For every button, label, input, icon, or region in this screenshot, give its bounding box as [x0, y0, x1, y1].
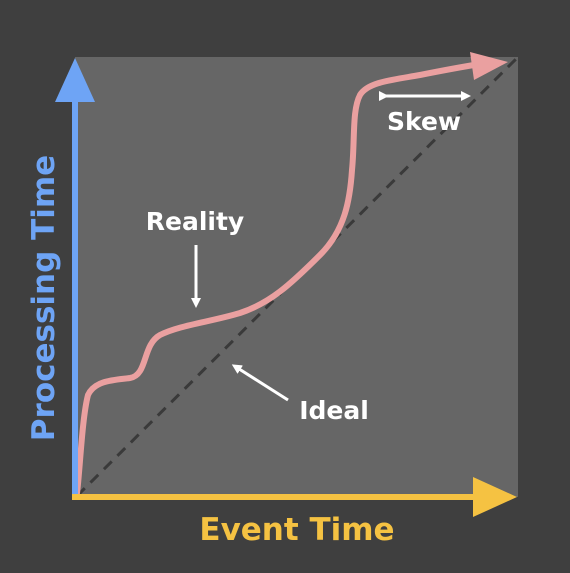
- y-axis-label: Processing Time: [26, 155, 62, 441]
- ideal-label: Ideal: [299, 396, 369, 425]
- skew-label: Skew: [387, 107, 461, 136]
- x-axis-label: Event Time: [199, 512, 394, 548]
- y-axis-arrowhead: [55, 58, 95, 102]
- ideal-pointer-arrow: [231, 364, 289, 402]
- reality-arrowhead: [470, 52, 508, 80]
- reality-label: Reality: [146, 207, 244, 236]
- x-axis-arrowhead: [473, 477, 517, 517]
- x-axis-line: [72, 494, 478, 500]
- y-axis-line: [72, 97, 78, 499]
- reality-curve: [74, 61, 483, 496]
